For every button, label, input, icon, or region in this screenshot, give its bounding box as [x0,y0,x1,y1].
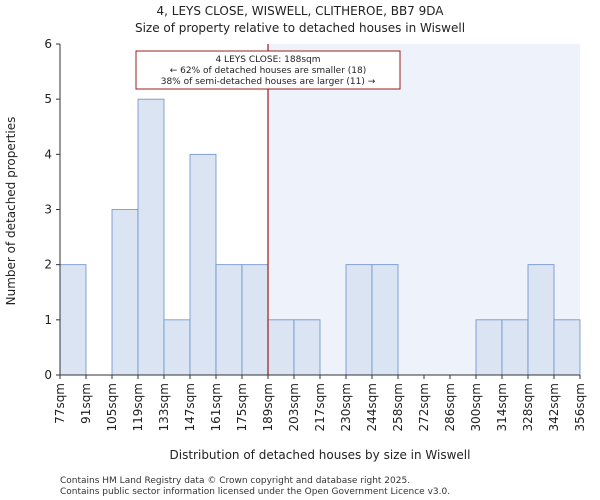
y-axis-label: Number of detached properties [4,117,18,306]
x-tick-label: 91sqm [79,383,93,424]
bar-244sqm [371,264,399,376]
chart-title: 4, LEYS CLOSE, WISWELL, CLITHEROE, BB7 9… [157,4,445,18]
footer-line-1: Contains HM Land Registry data © Crown c… [60,476,410,486]
y-tick-label: 6 [44,37,52,51]
y-tick-label: 4 [44,147,52,161]
x-tick-label: 272sqm [417,383,431,431]
x-tick-label: 203sqm [287,383,301,431]
x-tick-label: 189sqm [261,383,275,431]
bar-119sqm [137,98,165,376]
x-tick-label: 175sqm [235,383,249,431]
y-tick-label: 3 [44,203,52,217]
x-tick-label: 244sqm [365,383,379,431]
bar-230sqm [345,264,373,376]
annotation-line-2: ← 62% of detached houses are smaller (18… [170,66,367,76]
y-tick-label: 0 [44,368,52,382]
x-tick-label: 328sqm [521,383,535,431]
bar-161sqm [215,264,243,376]
x-tick-label: 161sqm [209,383,223,431]
x-tick-label: 258sqm [391,383,405,431]
chart-subtitle: Size of property relative to detached ho… [135,21,465,35]
bar-342sqm [553,319,581,376]
y-tick-label: 1 [44,313,52,327]
bar-133sqm [163,319,191,376]
annotation-line-3: 38% of semi-detached houses are larger (… [161,77,376,87]
x-tick-label: 314sqm [495,383,509,431]
footer-line-2: Contains public sector information licen… [60,487,450,497]
bar-77sqm [59,264,87,376]
x-tick-label: 119sqm [131,383,145,431]
x-tick-label: 356sqm [573,383,587,431]
x-axis-label: Distribution of detached houses by size … [170,448,471,462]
x-tick-label: 217sqm [313,383,327,431]
bar-203sqm [293,319,321,376]
annotation-line-1: 4 LEYS CLOSE: 188sqm [215,55,320,65]
bar-189sqm [267,319,295,376]
bar-328sqm [527,264,555,376]
bars-group [59,98,581,376]
x-tick-label: 286sqm [443,383,457,431]
bar-314sqm [501,319,529,376]
bar-147sqm [189,153,217,376]
x-tick-label: 230sqm [339,383,353,431]
y-ticks-group: 0 1 2 3 4 5 6 [44,37,60,382]
x-tick-label: 77sqm [53,383,67,424]
annotation-box [135,50,401,90]
bar-175sqm [241,264,269,376]
x-tick-label: 147sqm [183,383,197,431]
x-tick-label: 342sqm [547,383,561,431]
bar-105sqm [111,209,139,376]
y-tick-label: 5 [44,92,52,106]
x-tick-label: 133sqm [157,383,171,431]
bar-300sqm [475,319,503,376]
x-ticks-group: 77sqm 91sqm 105sqm 119sqm 133sqm 147sqm 161sqm… [53,375,587,431]
x-tick-label: 300sqm [469,383,483,431]
y-tick-label: 2 [44,258,52,272]
x-tick-label: 105sqm [105,383,119,431]
